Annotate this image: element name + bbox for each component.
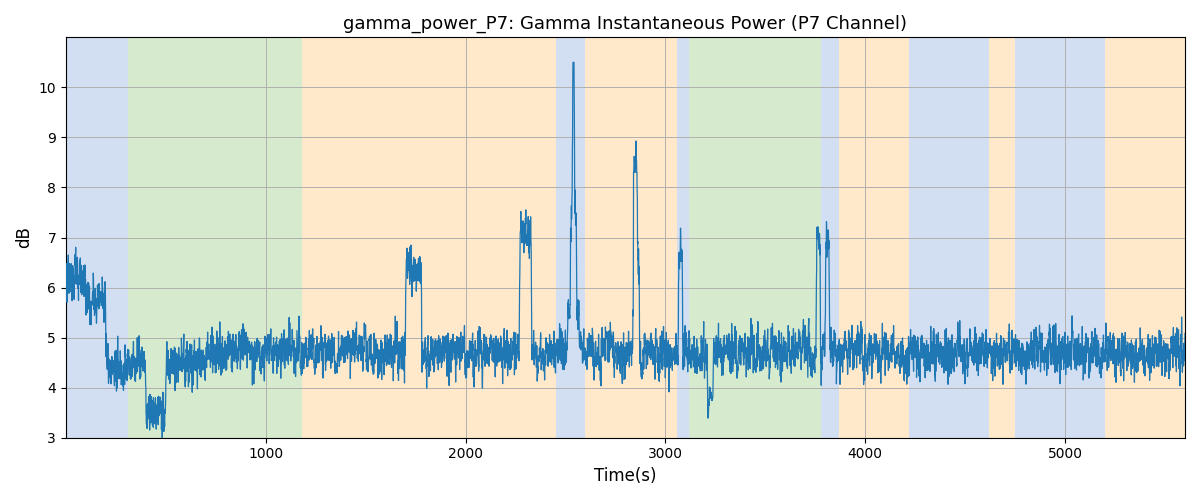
Bar: [1105, 38, 1186, 438]
Bar: [839, 38, 910, 438]
Bar: [586, 38, 678, 438]
Bar: [301, 38, 556, 438]
Bar: [128, 38, 301, 438]
Bar: [910, 38, 989, 438]
Bar: [100, 38, 128, 438]
Bar: [1015, 38, 1105, 438]
X-axis label: Time(s): Time(s): [594, 467, 656, 485]
Bar: [678, 38, 689, 438]
Bar: [556, 38, 586, 438]
Bar: [821, 38, 839, 438]
Title: gamma_power_P7: Gamma Instantaneous Power (P7 Channel): gamma_power_P7: Gamma Instantaneous Powe…: [343, 15, 907, 34]
Bar: [989, 38, 1015, 438]
Bar: [66, 38, 100, 438]
Y-axis label: dB: dB: [16, 226, 34, 248]
Bar: [689, 38, 821, 438]
